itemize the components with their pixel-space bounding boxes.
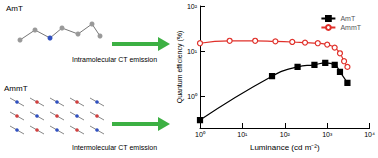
- svg-text:10³: 10³: [322, 131, 333, 138]
- svg-text:AmmT: AmmT: [4, 84, 28, 93]
- svg-text:Luminance (cd m⁻²): Luminance (cd m⁻²): [250, 143, 320, 152]
- svg-text:10¹: 10¹: [237, 131, 248, 138]
- svg-text:10⁰: 10⁰: [195, 131, 206, 138]
- svg-text:10⁰: 10⁰: [187, 93, 198, 100]
- svg-text:AmT: AmT: [6, 4, 23, 13]
- svg-text:10¹: 10¹: [187, 48, 198, 55]
- svg-text:10²: 10²: [280, 131, 291, 138]
- svg-text:10²: 10²: [187, 3, 198, 10]
- svg-text:10⁴: 10⁴: [364, 131, 375, 138]
- svg-text:AmT: AmT: [340, 15, 356, 22]
- svg-text:AmmT: AmmT: [340, 24, 361, 31]
- svg-text:Intermolecular CT emission: Intermolecular CT emission: [72, 144, 157, 151]
- svg-text:Quantum efficiency (%): Quantum efficiency (%): [176, 31, 184, 104]
- svg-text:Intramolecular CT emission: Intramolecular CT emission: [72, 56, 157, 63]
